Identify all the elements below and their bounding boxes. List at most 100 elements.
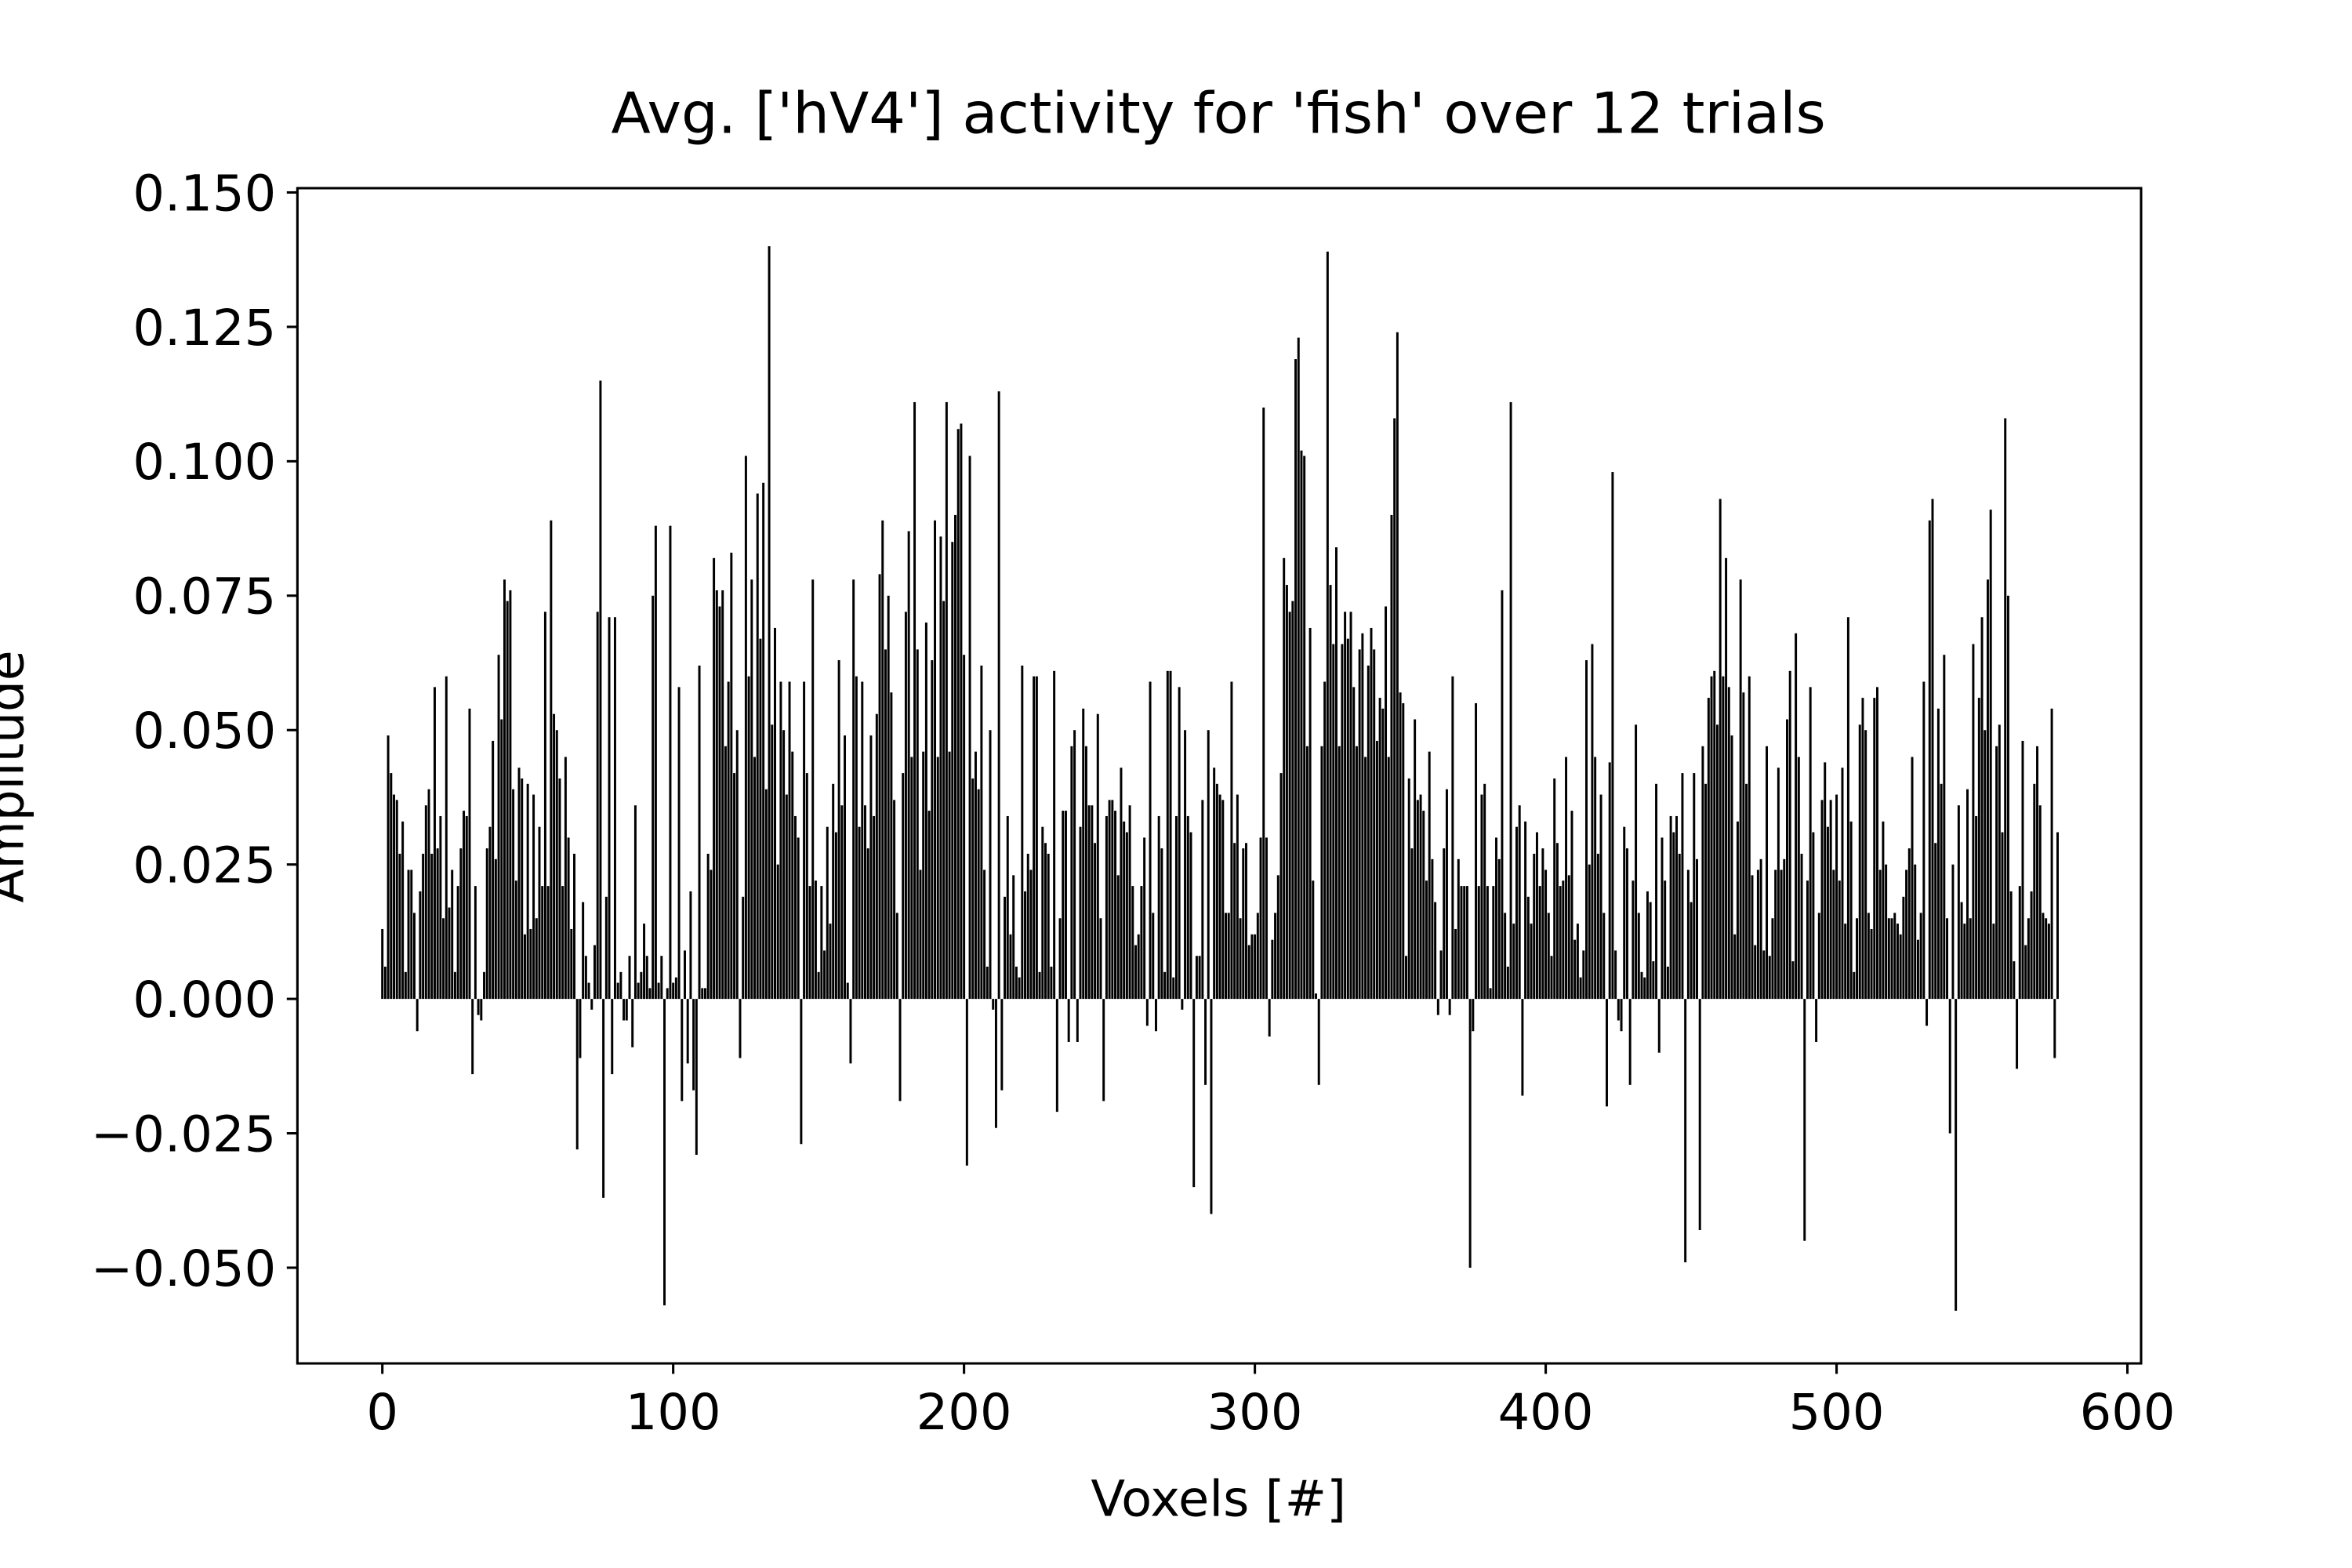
- bar: [2033, 783, 2036, 1000]
- bar: [1533, 853, 1536, 1000]
- bar: [1062, 811, 1065, 1000]
- bar: [1777, 768, 1780, 1000]
- bar: [602, 999, 605, 1198]
- bar: [779, 681, 782, 1000]
- bar: [1914, 864, 1917, 1000]
- bar: [1157, 815, 1160, 1000]
- bar: [1497, 858, 1501, 1000]
- bar: [878, 574, 881, 1000]
- y-tick-label: 0.000: [132, 971, 276, 1028]
- bar: [1853, 971, 1856, 1000]
- bar: [1535, 832, 1538, 1000]
- bar: [1276, 875, 1279, 1000]
- bar: [529, 928, 532, 1000]
- bar: [1504, 913, 1507, 1000]
- bar: [1509, 401, 1512, 1000]
- bar: [1018, 977, 1021, 1000]
- bar: [424, 805, 427, 1000]
- bar: [1599, 794, 1602, 1000]
- bar: [1189, 832, 1192, 1000]
- bar: [1495, 837, 1497, 1000]
- bar: [1305, 746, 1308, 1000]
- bar: [1905, 869, 1908, 1000]
- bar: [1521, 999, 1524, 1096]
- bar: [1468, 999, 1472, 1268]
- x-tick-label: 200: [916, 1383, 1012, 1440]
- bar: [1806, 880, 1809, 1000]
- bar: [866, 848, 869, 1000]
- bar: [753, 757, 757, 1000]
- bar: [1934, 843, 1937, 1000]
- bar: [1588, 864, 1591, 1000]
- bar: [727, 681, 730, 1000]
- chart-title: Avg. ['hV4'] activity for 'fish' over 12…: [612, 81, 1826, 147]
- bar: [2047, 924, 2050, 1000]
- bar: [1128, 805, 1131, 1000]
- bar: [1809, 687, 1812, 1000]
- bar: [1181, 999, 1184, 1010]
- bar: [500, 719, 503, 1000]
- bar: [1254, 934, 1257, 1000]
- bar: [858, 826, 861, 1000]
- bar: [558, 778, 561, 1000]
- bar: [1134, 945, 1137, 1000]
- bar: [2006, 595, 2009, 1000]
- bar: [977, 789, 980, 1000]
- bar: [724, 746, 727, 1000]
- bar: [721, 590, 724, 1000]
- bar: [1524, 821, 1527, 1000]
- bar: [575, 999, 579, 1150]
- bar: [1108, 800, 1111, 1000]
- bar: [1079, 826, 1082, 1000]
- bar: [654, 525, 657, 1000]
- bar: [1666, 966, 1669, 1000]
- bar: [393, 794, 396, 1000]
- bar: [637, 982, 640, 1000]
- bar: [1480, 794, 1483, 1000]
- bar: [1125, 832, 1128, 1000]
- bar: [582, 902, 585, 1000]
- bar: [1215, 783, 1218, 1000]
- bar: [1570, 811, 1573, 1000]
- bar: [1035, 676, 1038, 1000]
- bar: [416, 999, 419, 1032]
- bar: [735, 730, 739, 1000]
- bar: [1530, 924, 1533, 1000]
- bar: [805, 773, 808, 1000]
- bar: [657, 982, 660, 1000]
- bar: [1111, 800, 1114, 1000]
- bar: [1454, 928, 1457, 1000]
- bar: [2018, 886, 2021, 1000]
- bar: [1221, 800, 1225, 1000]
- bar: [1334, 547, 1338, 1000]
- bar: [985, 966, 989, 1000]
- bar: [1686, 869, 1690, 1000]
- bar: [811, 579, 815, 1000]
- bar: [456, 886, 459, 1000]
- bar: [992, 999, 995, 1010]
- bar: [1963, 924, 1966, 1000]
- bar: [2045, 918, 2048, 1000]
- bar: [834, 832, 837, 1000]
- bar: [1684, 999, 1687, 1263]
- x-tick-label: 500: [1789, 1383, 1885, 1440]
- bar: [797, 837, 800, 1000]
- bar: [1506, 966, 1509, 1000]
- bar: [1047, 853, 1050, 1000]
- bar: [922, 751, 925, 1000]
- bar: [774, 627, 776, 1000]
- bar: [907, 531, 910, 1000]
- bar: [1410, 848, 1414, 1000]
- bar: [567, 837, 570, 1000]
- bar: [1387, 757, 1390, 1000]
- bar: [1893, 913, 1896, 1000]
- bar: [1719, 499, 1722, 1000]
- bar: [1402, 702, 1405, 1000]
- bar: [1099, 918, 1102, 1000]
- bar: [1887, 918, 1890, 1000]
- bar: [1341, 644, 1344, 1000]
- bar: [1326, 251, 1329, 1000]
- bar: [1076, 999, 1079, 1042]
- bar: [1091, 805, 1094, 1000]
